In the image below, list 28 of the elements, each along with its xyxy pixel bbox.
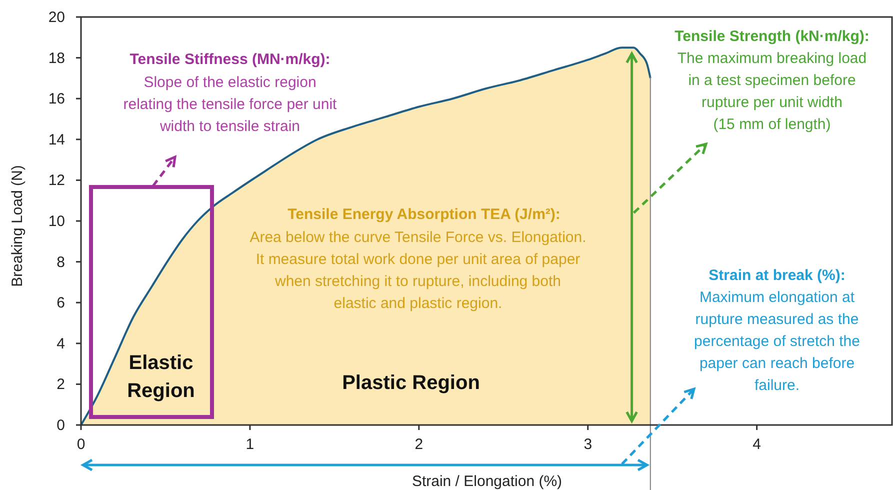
x-tick-label: 2	[414, 436, 424, 453]
annotation: Tensile Strength (kN·m/kg):	[674, 28, 870, 45]
annotation: Plastic Region	[342, 372, 480, 394]
annotation: Strain at break (%):	[708, 267, 846, 284]
y-tick-label: 14	[48, 131, 65, 148]
x-tick-label: 4	[752, 436, 762, 453]
x-tick-label: 3	[584, 436, 592, 453]
y-tick-label: 8	[56, 254, 65, 271]
y-tick-label: 12	[48, 172, 65, 190]
y-tick-label: 18	[48, 50, 65, 67]
x-tick-label: 0	[76, 436, 86, 453]
x-tick-label: 1	[246, 436, 254, 453]
y-tick-label: 6	[56, 294, 65, 312]
y-tick-label: 4	[56, 335, 65, 352]
y-tick-label: 16	[48, 90, 65, 108]
y-tick-label: 20	[48, 9, 65, 26]
annotation: Slope of the elastic region relating the tensile force per unit width to tensile strain	[123, 74, 338, 135]
annotation: Maximum elongation at rupture measured as the percentage of stretch the paper can reach before failure.	[694, 289, 860, 394]
annotation: Elastic Region	[127, 352, 195, 402]
y-tick-label: 2	[56, 376, 65, 394]
y-tick-label: 10	[48, 213, 65, 230]
annotation: The maximum breaking load in a test specimen before rupture per unit width (15 mm of length)	[677, 50, 867, 133]
annotation: Area below the curve Tensile Force vs. Elongation. It measure total work done per unit area of paper when stretching it to rupture, including both elastic and plastic region.	[250, 229, 586, 312]
y-tick-label: 0	[56, 417, 65, 434]
x-axis-title: Strain / Elongation (%)	[412, 473, 562, 490]
annotation: Tensile Stiffness (MN·m/kg):	[130, 51, 330, 68]
y-axis-title: Breaking Load (N)	[9, 165, 26, 287]
annotation: Tensile Energy Absorption TEA (J/m²):	[288, 206, 560, 223]
